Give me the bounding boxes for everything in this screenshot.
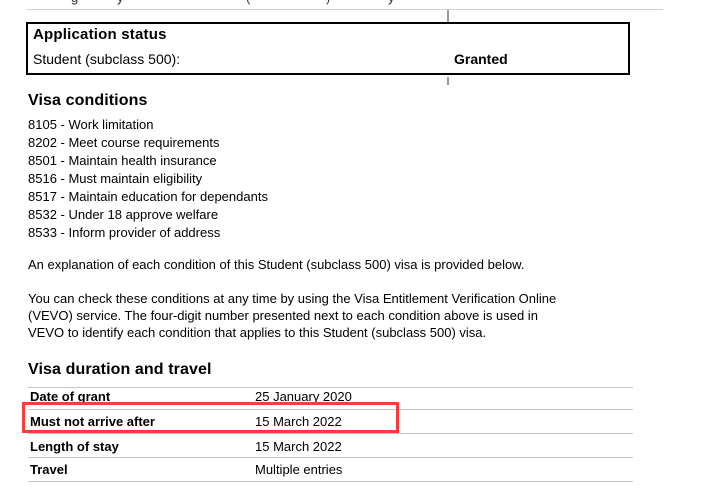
table-rule [28,433,633,434]
visa-condition-item: 8501 - Maintain health insurance [28,153,217,168]
cropped-text-fragment: ) [326,0,338,5]
row-label-length-of-stay: Length of stay [30,439,119,454]
visa-condition-item: 8517 - Maintain education for dependants [28,189,268,204]
table-column-divider-top [447,10,449,22]
table-rule [28,481,633,482]
visa-conditions-heading: Visa conditions [28,92,148,109]
visa-condition-item: 8532 - Under 18 approve welfare [28,207,219,222]
vevo-note-line: (VEVO) service. The four-digit number pr… [28,308,538,323]
cropped-text-fragment: y [117,0,129,5]
row-label-must-not-arrive-after: Must not arrive after [30,414,155,429]
visa-condition-item: 8516 - Must maintain eligibility [28,171,203,186]
row-value-must-not-arrive-after: 15 March 2022 [255,414,342,429]
page-top-rule [27,9,663,10]
vevo-note-line: VEVO to identify each condition that app… [28,325,487,340]
visa-condition-item: 8202 - Meet course requirements [28,135,220,150]
red-highlight-annotation [22,402,399,433]
explanation-paragraph: An explanation of each condition of this… [28,257,525,272]
row-label-travel: Travel [30,462,68,477]
application-status-title: Application status [33,26,167,43]
row-value-date-of-grant: 25 January 2020 [255,389,352,404]
row-value-travel: Multiple entries [255,462,343,477]
application-status-box: Application status Student (subclass 500… [26,22,630,75]
row-label-date-of-grant: Date of grant [30,389,111,404]
application-status-value: Granted [454,51,508,67]
visa-condition-item: 8105 - Work limitation [28,117,154,132]
row-value-length-of-stay: 15 March 2022 [255,439,342,454]
visa-duration-heading: Visa duration and travel [28,361,212,378]
cropped-text-fragment: y [388,0,400,5]
table-column-divider-bottom [447,77,449,85]
cropped-text-fragment: ( [246,0,258,5]
table-rule [28,387,633,388]
visa-condition-item: 8533 - Inform provider of address [28,225,221,240]
application-status-label: Student (subclass 500): [33,51,181,67]
table-rule [28,409,633,410]
table-rule [28,457,633,458]
cropped-text-fragment: g [71,0,83,5]
vevo-note-line: You can check these conditions at any ti… [28,291,557,306]
